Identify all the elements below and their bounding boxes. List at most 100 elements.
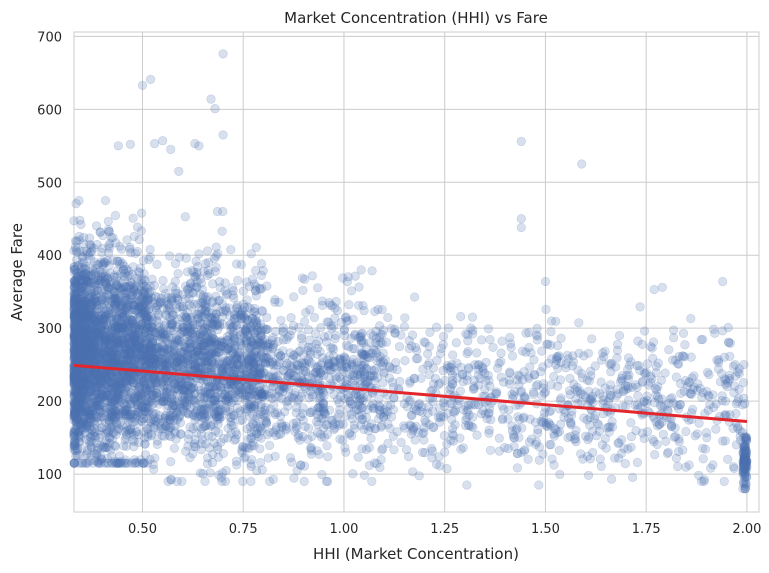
scatter-point xyxy=(225,404,235,415)
scatter-point xyxy=(79,290,89,300)
scatter-point xyxy=(367,365,377,375)
scatter-point xyxy=(75,335,85,345)
scatter-point xyxy=(93,322,103,332)
scatter-point xyxy=(76,304,86,314)
scatter-point xyxy=(137,278,147,289)
scatter-point xyxy=(218,448,228,459)
scatter-point xyxy=(131,385,141,396)
scatter-point xyxy=(221,367,231,377)
scatter-point xyxy=(353,452,363,462)
scatter-point xyxy=(159,297,169,308)
scatter-point xyxy=(126,371,136,381)
scatter-point xyxy=(114,282,124,292)
scatter-point xyxy=(121,404,131,415)
scatter-point xyxy=(98,370,108,380)
scatter-point xyxy=(95,265,105,276)
scatter-point xyxy=(90,448,100,458)
scatter-point xyxy=(109,406,119,416)
scatter-point xyxy=(161,311,171,321)
scatter-point xyxy=(144,385,154,395)
scatter-point xyxy=(130,410,140,420)
scatter-point xyxy=(181,294,191,304)
scatter-point xyxy=(92,276,103,286)
scatter-point xyxy=(201,328,212,338)
scatter-point xyxy=(120,288,130,298)
scatter-point xyxy=(80,374,90,384)
scatter-point xyxy=(251,353,261,363)
scatter-point xyxy=(69,335,80,345)
scatter-point xyxy=(73,444,83,454)
scatter-point xyxy=(342,277,352,287)
scatter-point xyxy=(69,302,79,312)
scatter-point xyxy=(110,458,120,468)
scatter-point xyxy=(286,368,296,378)
scatter-point xyxy=(207,458,217,468)
scatter-point xyxy=(146,332,156,342)
scatter-point xyxy=(109,286,119,296)
scatter-point xyxy=(72,314,82,324)
scatter-point xyxy=(100,277,110,287)
scatter-point xyxy=(276,315,286,325)
scatter-point xyxy=(79,232,89,242)
scatter-point xyxy=(89,380,99,390)
scatter-point xyxy=(88,369,98,379)
scatter-point xyxy=(119,261,129,271)
scatter-point xyxy=(70,236,81,246)
scatter-point xyxy=(256,270,267,281)
scatter-point xyxy=(78,416,89,426)
scatter-point xyxy=(110,356,121,366)
scatter-point xyxy=(100,195,111,206)
scatter-point xyxy=(241,327,251,337)
scatter-point xyxy=(106,407,116,417)
scatter-point xyxy=(127,458,137,468)
scatter-point xyxy=(77,330,87,340)
scatter-point xyxy=(108,330,119,340)
scatter-point xyxy=(72,341,82,351)
scatter-point xyxy=(159,342,169,352)
scatter-point xyxy=(208,319,218,330)
scatter-point xyxy=(69,334,79,344)
scatter-point xyxy=(233,275,243,286)
scatter-point xyxy=(322,441,332,451)
scatter-point xyxy=(70,312,80,323)
scatter-point xyxy=(140,308,150,318)
scatter-point xyxy=(96,316,106,326)
scatter-point xyxy=(77,305,87,315)
scatter-point xyxy=(69,265,79,275)
scatter-point xyxy=(116,379,126,389)
scatter-point xyxy=(120,340,130,351)
scatter-point xyxy=(69,246,79,256)
scatter-point xyxy=(70,335,81,345)
scatter-point xyxy=(106,296,116,306)
scatter-point xyxy=(232,259,242,269)
scatter-point xyxy=(217,226,227,236)
scatter-point xyxy=(155,396,165,406)
scatter-point xyxy=(92,301,102,311)
scatter-point xyxy=(113,323,123,333)
scatter-point xyxy=(132,336,142,346)
scatter-point xyxy=(350,423,360,434)
scatter-point xyxy=(108,233,118,243)
scatter-point xyxy=(273,391,283,402)
scatter-point xyxy=(225,311,235,321)
scatter-point xyxy=(198,341,208,351)
scatter-point xyxy=(121,458,131,468)
scatter-point xyxy=(96,454,107,464)
scatter-point xyxy=(241,382,252,392)
scatter-point xyxy=(135,330,145,340)
scatter-point xyxy=(259,388,269,398)
scatter-point xyxy=(109,302,119,312)
scatter-point xyxy=(322,420,332,430)
scatter-point xyxy=(472,348,482,358)
scatter-point xyxy=(77,401,87,411)
scatter-point xyxy=(346,286,357,296)
scatter-point xyxy=(143,312,153,322)
scatter-point xyxy=(224,396,234,406)
scatter-point xyxy=(269,339,279,350)
scatter-point xyxy=(87,291,97,302)
scatter-point xyxy=(102,319,112,330)
scatter-point xyxy=(140,450,151,460)
scatter-point xyxy=(71,279,81,289)
scatter-point xyxy=(444,323,454,333)
scatter-point xyxy=(149,464,159,474)
